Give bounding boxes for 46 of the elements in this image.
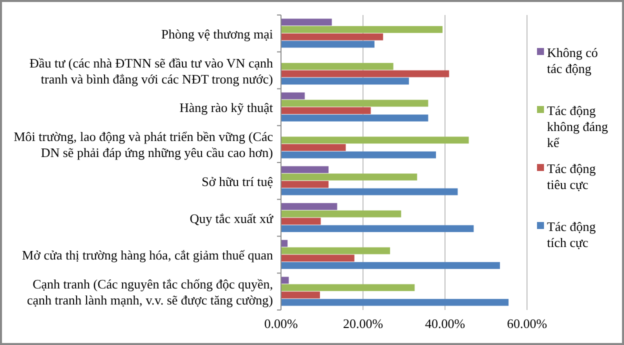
bar	[281, 218, 321, 225]
bar	[281, 92, 305, 100]
bar	[281, 151, 436, 158]
bar	[281, 70, 450, 78]
bar	[281, 240, 288, 247]
bar	[281, 203, 338, 210]
y-tick-label: Mở cửa thị trường hàng hóa, cắt giảm thuế quan	[22, 247, 274, 262]
y-tick-label: Phòng vệ thương mại	[161, 26, 274, 41]
bar	[281, 18, 332, 26]
legend-label: Không có tác động	[547, 44, 598, 76]
bar	[281, 292, 320, 298]
bar	[281, 298, 509, 306]
legend-label: Tác động tiêu cực	[547, 160, 596, 192]
bar	[281, 225, 474, 232]
bar	[281, 254, 354, 262]
bar	[281, 174, 418, 180]
bar	[281, 284, 415, 292]
y-tick-label: Môi trường, lao động và phát triển bền vững (Các DN sẽ phải đáp ứng những yêu cầu cao hơn)	[14, 128, 274, 160]
x-tick-label: 40.00%	[424, 316, 466, 331]
bar	[281, 136, 469, 144]
bar	[281, 107, 371, 114]
bar	[281, 26, 443, 33]
y-tick-label: Sở hữu trí tuệ	[202, 173, 274, 188]
bar	[281, 100, 428, 107]
x-tick-label: 0.00%	[264, 316, 298, 331]
bar	[281, 78, 409, 85]
bar	[281, 247, 390, 254]
bar	[281, 40, 374, 48]
legend-label: Tác động không đáng kể	[547, 102, 609, 150]
bar	[281, 114, 428, 122]
y-tick-label: Quy tắc xuất xứ	[190, 210, 274, 226]
legend-label: Tác động tích cực	[547, 218, 596, 250]
bar	[281, 180, 329, 188]
y-tick-label: Đầu tư (các nhà ĐTNN sẽ đầu tư vào VN cạnh tranh và bình đẳng với các NĐT trong nước)	[30, 54, 274, 86]
bar	[281, 262, 500, 269]
bar	[281, 62, 394, 70]
x-tick-label: 60.00%	[506, 316, 548, 331]
bar	[281, 166, 329, 174]
bar	[281, 188, 458, 196]
bar	[281, 210, 402, 218]
bar	[281, 276, 289, 284]
x-tick-label: 20.00%	[342, 316, 384, 331]
bar	[281, 144, 346, 151]
bar	[281, 33, 384, 40]
y-tick-label: Cạnh tranh (Các nguyên tắc chống độc quyền, cạnh tranh lành mạnh, v.v. sẽ được tăng cường)	[27, 276, 273, 308]
y-tick-label: Hàng rào kỹ thuật	[179, 100, 274, 115]
